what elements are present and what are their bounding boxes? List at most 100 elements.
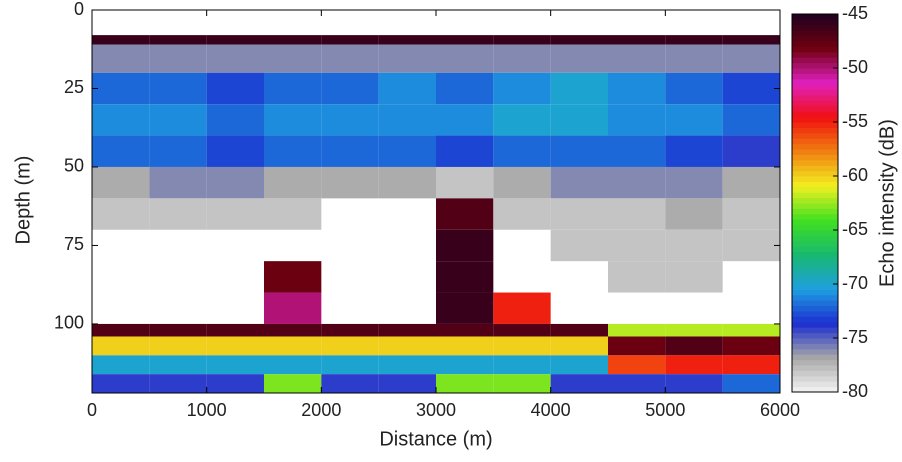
heatmap-cell (149, 72, 207, 105)
heatmap-cell (206, 336, 264, 356)
heatmap-cell (264, 72, 322, 105)
colorbar-swatch (792, 51, 838, 58)
heatmap-cell (550, 104, 608, 136)
colorbar-swatch (792, 316, 838, 323)
heatmap-cell (149, 35, 207, 45)
colorbar-swatch (792, 370, 838, 377)
heatmap-cell (321, 44, 379, 73)
heatmap-cell (608, 261, 666, 293)
heatmap-cell (550, 323, 608, 337)
colorbar-swatch (792, 89, 838, 96)
colorbar-swatch (792, 240, 838, 247)
heatmap-cell (550, 35, 608, 45)
heatmap-cell (493, 292, 551, 324)
colorbar-frame (791, 13, 839, 393)
colorbar-tick-label: -45 (842, 3, 868, 23)
heatmap-cell (149, 135, 207, 167)
colorbar-swatch (792, 154, 838, 161)
heatmap-cell (378, 355, 436, 375)
heatmap-cell (321, 374, 379, 393)
heatmap-cell (608, 166, 666, 199)
colorbar-tick-label: -80 (842, 381, 868, 401)
heatmap-cell (665, 229, 723, 262)
colorbar-swatch (792, 267, 838, 274)
colorbar-swatch (792, 19, 838, 26)
heatmap-cell (92, 166, 150, 199)
x-tick-label: 1000 (187, 400, 227, 420)
colorbar-swatch (792, 348, 838, 355)
heatmap-cell (608, 35, 666, 45)
colorbar-swatch (792, 176, 838, 182)
heatmap-cell (550, 229, 608, 262)
heatmap-cell (550, 374, 608, 393)
heatmap-cell (378, 166, 436, 199)
colorbar-swatch (792, 235, 838, 242)
colorbar-swatch (792, 170, 838, 177)
colorbar-swatch (792, 257, 838, 263)
heatmap-cell (608, 355, 666, 375)
heatmap-cell (149, 104, 207, 136)
heatmap-cell (550, 44, 608, 73)
colorbar-swatch (792, 46, 838, 53)
x-tick-label: 2000 (301, 400, 341, 420)
heatmap-cell (436, 44, 494, 73)
heatmap-cell (493, 35, 551, 45)
colorbar-tick-label: -60 (842, 165, 868, 185)
colorbar-swatch (792, 197, 838, 204)
heatmap-cell (608, 198, 666, 230)
heatmap-cell (149, 336, 207, 356)
heatmap-cell (436, 355, 494, 375)
heatmap-cell (206, 72, 264, 105)
colorbar-swatch (792, 305, 838, 312)
heatmap-cell (493, 355, 551, 375)
colorbar-swatch (792, 165, 838, 172)
heatmap-cell (149, 198, 207, 230)
heatmap-cell (378, 336, 436, 356)
x-axis-label: Distance (m) (379, 428, 492, 450)
colorbar-swatch (792, 100, 838, 107)
heatmap-cell (206, 374, 264, 393)
colorbar-swatch (792, 278, 838, 285)
colorbar-swatch (792, 273, 838, 280)
heatmap-cell (436, 374, 494, 393)
heatmap-cell (92, 323, 150, 337)
heatmap-cell (722, 355, 780, 375)
heatmap-cell (321, 323, 379, 337)
heatmap-cell (378, 323, 436, 337)
heatmap-cell (722, 198, 780, 230)
colorbar-swatch (792, 35, 838, 42)
heatmap-cell (608, 374, 666, 393)
heatmap-cell (665, 35, 723, 45)
heatmap-cell (206, 44, 264, 73)
heatmap-cell (321, 135, 379, 167)
heatmap-cell (206, 198, 264, 230)
colorbar-label: Echo intensity (dB) (876, 119, 898, 287)
heatmap-cell (436, 292, 494, 324)
heatmap-cell (92, 355, 150, 375)
heatmap-cell (378, 374, 436, 393)
colorbar-swatch (792, 62, 838, 69)
colorbar-swatch (792, 14, 838, 20)
colorbar-tick-label: -55 (842, 111, 868, 131)
colorbar-swatch (792, 246, 838, 253)
heatmap-cell (264, 104, 322, 136)
colorbar-swatch (792, 224, 838, 231)
heatmap-cell (550, 135, 608, 167)
heatmap-cell (206, 35, 264, 45)
heatmap-cell (206, 104, 264, 136)
heatmap-cell (264, 374, 322, 393)
heatmap-cell (493, 336, 551, 356)
heatmap-cell (550, 336, 608, 356)
colorbar-swatch (792, 354, 838, 361)
y-tick-label: 100 (54, 313, 84, 333)
y-tick-label: 50 (64, 156, 84, 176)
colorbar-swatch (792, 41, 838, 47)
heatmap-cell (92, 135, 150, 167)
heatmap-cell (378, 135, 436, 167)
heatmap-cell (493, 198, 551, 230)
heatmap-cell (493, 374, 551, 393)
colorbar-swatch (792, 192, 838, 199)
heatmap-cell (665, 261, 723, 293)
heatmap-cell (722, 166, 780, 199)
